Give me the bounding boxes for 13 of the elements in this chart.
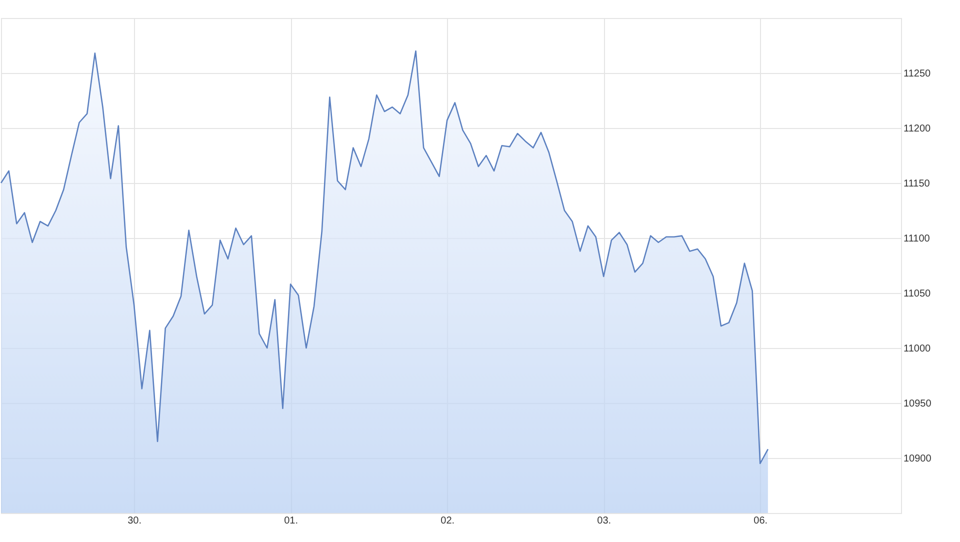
y-tick-label: 11050 [904,288,932,300]
y-tick-label: 10950 [904,398,932,410]
x-tick-label: 02. [440,516,455,526]
y-tick-label: 11250 [904,68,932,80]
y-tick-label: 11000 [904,344,932,354]
y-tick-label: 11150 [904,178,930,190]
y-tick-label: 10900 [904,454,932,464]
x-tick-label: 06. [754,516,768,526]
x-tick-label: 03. [597,516,612,526]
y-tick-label: 11100 [904,234,930,244]
y-tick-label: 11200 [904,124,932,134]
x-tick-label: 01. [284,516,298,526]
x-tick-label: 30. [128,516,142,526]
